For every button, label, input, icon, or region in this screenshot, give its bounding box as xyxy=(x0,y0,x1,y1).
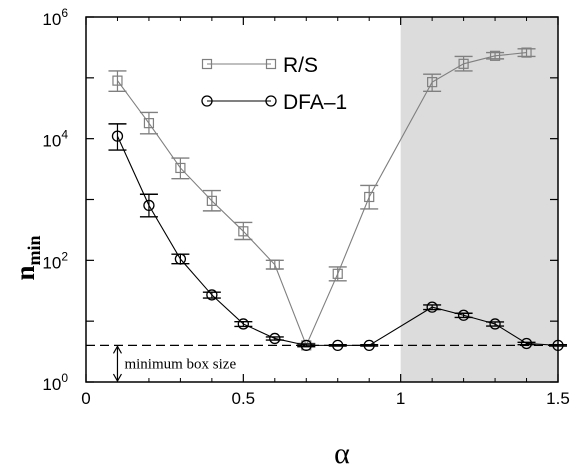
data-point xyxy=(238,226,249,237)
y-axis-title-subscript: min xyxy=(24,235,44,265)
data-point xyxy=(489,50,501,61)
data-point xyxy=(458,58,469,69)
data-point xyxy=(427,77,438,88)
y-tick-exponent: 6 xyxy=(61,6,68,20)
x-tick-labels: 0 0.5 1 1.5 xyxy=(81,389,570,408)
data-point xyxy=(489,318,501,330)
y-tick-base: 10 xyxy=(42,253,61,272)
y-tick-exponent: 4 xyxy=(61,128,68,142)
annotation-group: minimum box size xyxy=(112,345,236,383)
axis-ticks xyxy=(85,16,559,383)
y-tick-exponent: 2 xyxy=(61,249,68,263)
data-point xyxy=(112,75,123,86)
legend-marker xyxy=(265,58,277,70)
data-point xyxy=(143,199,155,212)
legend-marker xyxy=(201,95,213,107)
data-point xyxy=(269,259,280,270)
y-tick-base: 10 xyxy=(42,375,61,394)
series-group xyxy=(108,47,567,352)
legend: R/S DFA–1 xyxy=(201,54,347,114)
data-point xyxy=(457,309,470,321)
data-point xyxy=(206,289,218,301)
x-tick-label: 1 xyxy=(396,389,405,408)
legend-label: DFA–1 xyxy=(283,91,347,114)
data-point xyxy=(332,339,344,352)
annotation-label: minimum box size xyxy=(124,357,236,373)
data-point xyxy=(426,301,438,313)
data-point xyxy=(520,337,533,350)
x-tick-label: 0 xyxy=(81,389,90,408)
y-tick-label: 106 xyxy=(42,6,68,29)
data-point xyxy=(364,191,375,203)
y-tick-label: 102 xyxy=(42,249,68,272)
y-axis-title: nmin xyxy=(10,235,44,280)
shaded-region xyxy=(400,17,558,382)
data-point xyxy=(206,195,217,206)
data-point xyxy=(111,130,124,142)
x-axis-title: α xyxy=(334,437,350,470)
data-point xyxy=(332,268,343,279)
data-point xyxy=(269,332,281,345)
data-point xyxy=(175,162,186,174)
data-point xyxy=(521,47,532,58)
legend-label: R/S xyxy=(283,54,318,77)
data-point xyxy=(143,118,155,129)
annotation-arrowhead-up xyxy=(112,345,122,354)
y-tick-exponent: 0 xyxy=(61,371,68,385)
data-point xyxy=(174,253,187,265)
y-tick-label: 100 xyxy=(42,371,68,394)
y-tick-base: 10 xyxy=(42,132,61,151)
x-tick-label: 0.5 xyxy=(232,389,256,408)
legend-marker xyxy=(201,58,213,70)
data-point xyxy=(300,339,312,352)
legend-marker xyxy=(265,95,277,107)
x-tick-label: 1.5 xyxy=(546,389,570,408)
data-point xyxy=(363,339,375,352)
y-axis-title-main: n xyxy=(10,265,40,280)
y-tick-label: 104 xyxy=(42,128,68,151)
y-tick-base: 10 xyxy=(42,10,61,29)
data-point xyxy=(237,318,249,330)
